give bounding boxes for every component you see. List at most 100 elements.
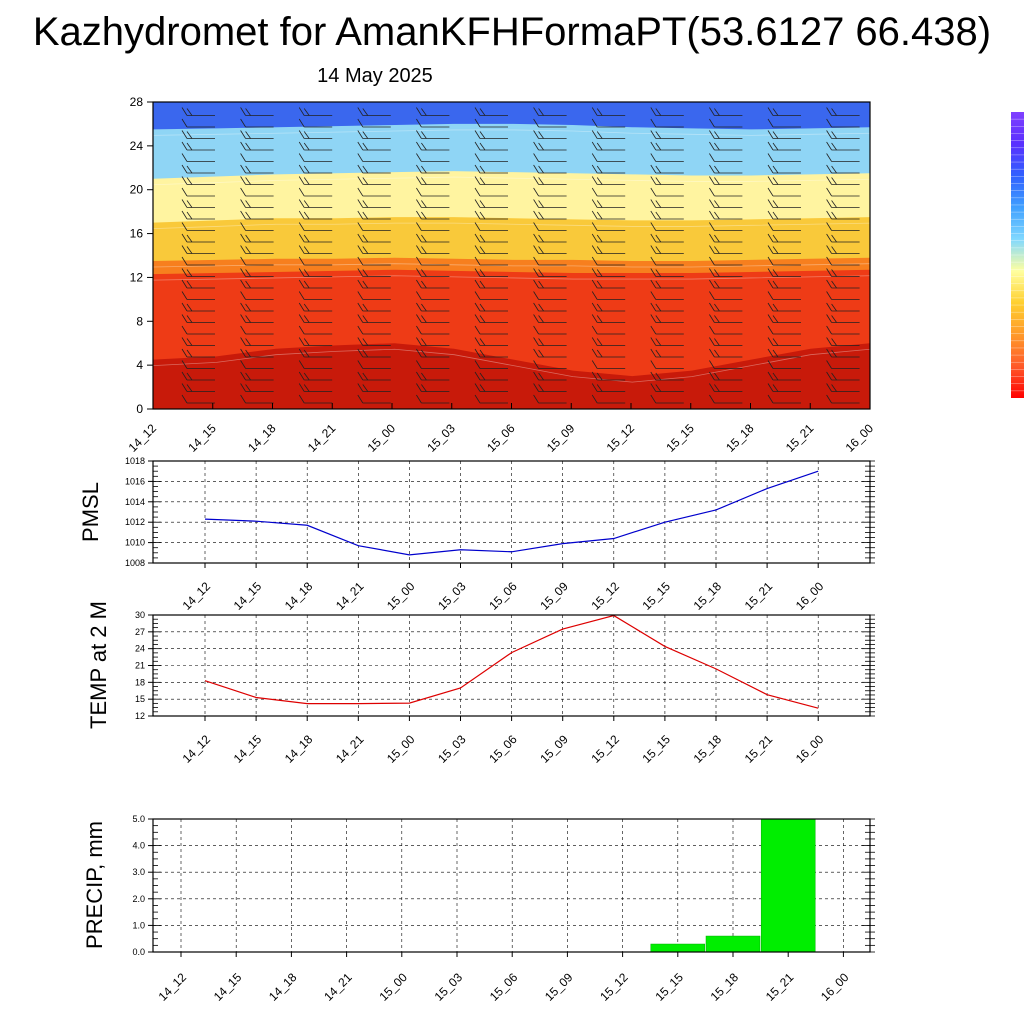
x-tick-label: 14_18	[266, 970, 300, 1004]
wind-barb	[240, 107, 274, 116]
wind-barb	[650, 164, 684, 174]
wind-barb	[533, 394, 567, 404]
wind-barb	[181, 279, 215, 289]
wind-barb	[650, 222, 684, 231]
x-tick-label: 14_15	[231, 579, 265, 613]
wind-barb	[591, 348, 626, 358]
wind-barb	[181, 291, 215, 300]
wind-barb	[533, 210, 567, 220]
x-tick-label: 15_06	[484, 421, 518, 455]
wind-barb	[709, 141, 743, 151]
wind-barb	[533, 360, 567, 369]
wind-barb	[709, 130, 743, 139]
wind-barb	[709, 314, 743, 323]
wind-barb	[533, 268, 567, 277]
wind-barb	[591, 256, 626, 266]
contour-line	[153, 348, 870, 383]
wind-barb	[298, 233, 333, 243]
wind-barb	[767, 302, 801, 312]
x-tick-label: 15_15	[640, 579, 674, 613]
x-tick-label: 15_00	[384, 732, 418, 766]
wind-barb	[591, 233, 626, 243]
y-tick-label: 4.0	[132, 841, 145, 851]
wind-barb	[591, 383, 626, 392]
x-tick-label: 15_09	[537, 579, 571, 613]
wind-barb	[709, 245, 743, 254]
wind-barb	[474, 325, 508, 335]
wind-barb	[709, 222, 743, 231]
wind-barb	[357, 164, 391, 174]
wind-barb	[240, 279, 274, 289]
colorbar	[1011, 112, 1024, 398]
wind-barb	[474, 118, 508, 128]
wind-barb	[826, 325, 860, 335]
wind-barb	[416, 394, 450, 404]
wind-barb	[416, 199, 450, 208]
x-tick-label: 14_12	[156, 970, 190, 1004]
wind-barb	[357, 107, 391, 116]
wind-barb	[298, 325, 333, 335]
wind-barb	[709, 176, 743, 185]
wind-barb	[591, 130, 626, 139]
wind-barb	[533, 279, 567, 289]
wind-barb	[533, 153, 567, 162]
wind-barb	[767, 118, 801, 128]
wind-barb	[767, 268, 801, 277]
wind-barb	[357, 291, 391, 300]
wind-barb	[767, 187, 801, 197]
wind-barb	[591, 199, 626, 208]
wind-barb	[416, 325, 450, 335]
wind-barb	[826, 371, 860, 381]
wind-barb	[357, 279, 391, 289]
wind-barb	[591, 187, 626, 197]
x-tick-label: 15_18	[691, 732, 725, 766]
pmsl-grid	[153, 461, 870, 563]
wind-barb	[533, 314, 567, 323]
wind-barb	[650, 153, 684, 162]
wind-barb	[533, 107, 567, 116]
x-tick-label: 16_00	[843, 421, 877, 455]
wind-barb	[826, 130, 860, 139]
wind-barb	[357, 371, 391, 381]
y-tick-label: 24	[130, 139, 144, 153]
y-tick-label: 0	[136, 402, 143, 416]
wind-barb	[416, 360, 450, 369]
wind-barb	[357, 187, 391, 197]
wind-barb	[181, 325, 215, 335]
x-tick-label: 14_18	[245, 421, 279, 455]
wind-barb	[709, 268, 743, 277]
x-tick-label: 15_15	[652, 970, 686, 1004]
wind-barb	[533, 118, 567, 128]
wind-barb	[650, 302, 684, 312]
x-tick-label: 14_12	[180, 579, 214, 613]
x-tick-label: 15_09	[542, 970, 576, 1004]
wind-barb	[767, 164, 801, 174]
precip-bar	[760, 818, 816, 953]
y-tick-label: 12	[135, 711, 145, 721]
wind-barb	[474, 256, 508, 266]
wind-barb	[357, 199, 391, 208]
pmsl-y-axis: 1008 1010 1012 1014 1016 1018	[125, 456, 875, 568]
wind-barb	[709, 233, 743, 243]
wind-barb	[416, 118, 450, 128]
wind-barb	[591, 210, 626, 220]
wind-barb	[826, 279, 860, 289]
wind-barb	[240, 394, 274, 404]
wind-barb	[533, 176, 567, 185]
wind-barb	[474, 153, 508, 162]
wind-barb	[298, 130, 333, 139]
precip-panel: 0.01.02.03.04.05.0 14_12 14_15 14_18 14_21 1…	[82, 814, 875, 1004]
wind-barb	[767, 348, 801, 358]
wind-barb	[591, 314, 626, 323]
wind-barb	[826, 187, 860, 197]
wind-barb	[416, 337, 450, 346]
wind-barb	[240, 371, 274, 381]
wind-barb	[181, 383, 215, 392]
x-tick-label: 14_15	[185, 421, 219, 455]
wind-barb	[240, 141, 274, 151]
wind-barb	[767, 176, 801, 185]
wind-barb	[767, 371, 801, 381]
wind-barb	[826, 141, 860, 151]
wind-barb	[240, 291, 274, 300]
x-tick-label: 15_21	[783, 421, 817, 455]
